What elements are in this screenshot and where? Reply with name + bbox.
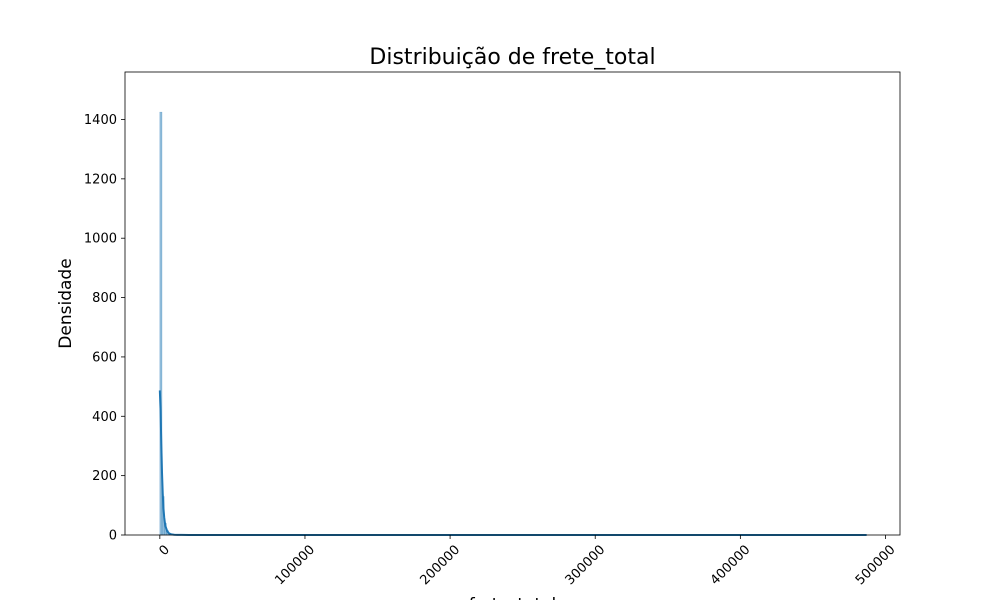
y-tick-label: 1000 xyxy=(84,232,117,247)
y-tick-label: 1200 xyxy=(84,172,117,187)
x-axis-label: frete_total xyxy=(469,595,557,600)
y-tick-label: 800 xyxy=(92,291,117,306)
y-tick-label: 600 xyxy=(92,350,117,365)
y-tick-label: 400 xyxy=(92,410,117,425)
y-tick-label: 200 xyxy=(92,469,117,484)
y-axis-label: Densidade xyxy=(56,258,76,348)
chart-title: Distribuição de frete_total xyxy=(369,45,655,70)
y-tick-label: 1400 xyxy=(84,113,117,128)
y-tick-label: 0 xyxy=(109,529,117,544)
